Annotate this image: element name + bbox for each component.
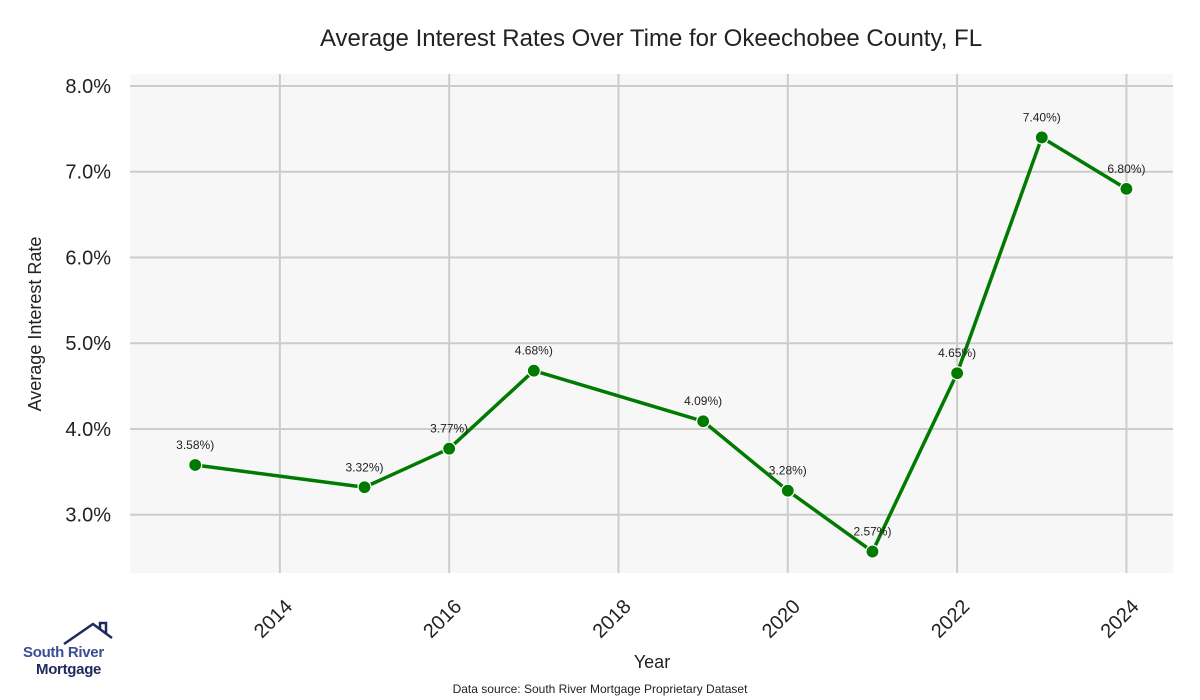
chart-title: Average Interest Rates Over Time for Oke…: [320, 25, 982, 52]
data-point: [780, 483, 795, 498]
data-point: [357, 480, 372, 495]
x-tick-label: 2024: [1097, 596, 1144, 643]
logo-text-line1: South River: [23, 644, 104, 661]
series-line: [194, 135, 1128, 554]
data-label: 2.57%): [853, 525, 891, 539]
data-point: [188, 457, 203, 473]
plot-area: [130, 74, 1173, 573]
x-tick-label: 2022: [927, 596, 974, 643]
data-point: [950, 366, 965, 381]
y-tick-label: 4.0%: [65, 419, 111, 441]
y-tick-label: 6.0%: [65, 247, 111, 269]
company-logo: South River Mortgage: [20, 620, 120, 682]
data-label: 3.77%): [430, 422, 468, 436]
data-label: 4.65%): [938, 346, 976, 360]
series-group: 3.58%) 3.32%) 3.77%) 4.68%) 4.09%) 3.28%) 2.57…: [176, 110, 1145, 559]
data-point: [1034, 130, 1049, 145]
y-tick-label: 5.0%: [65, 333, 111, 355]
data-label: 4.09%): [684, 394, 722, 408]
data-point: [526, 363, 541, 378]
x-tick-label: 2016: [419, 596, 466, 643]
y-axis-label: Average Interest Rate: [25, 237, 45, 412]
data-source-note: Data source: South River Mortgage Propri…: [453, 682, 748, 696]
data-label: 4.68%): [515, 344, 553, 358]
y-tick-label: 8.0%: [65, 76, 111, 98]
x-tick-label: 2020: [758, 596, 805, 643]
x-axis-label: Year: [634, 652, 670, 672]
data-point: [865, 544, 880, 559]
data-label: 3.32%): [345, 460, 383, 474]
data-label: 3.28%): [769, 464, 807, 478]
y-tick-label: 3.0%: [65, 505, 111, 527]
grid-lines: [130, 74, 1173, 573]
x-axis-ticks: 2014 2016 2018 2020 2022 2024: [250, 596, 1144, 643]
y-axis-ticks: 3.0% 4.0% 5.0% 6.0% 7.0% 8.0%: [65, 76, 111, 527]
data-label: 3.58%): [176, 438, 214, 452]
y-tick-label: 7.0%: [65, 162, 111, 184]
data-point: [1119, 181, 1134, 196]
logo-text-line2: Mortgage: [36, 661, 102, 678]
house-roof-icon: [63, 621, 113, 646]
x-tick-label: 2018: [589, 596, 636, 643]
data-label: 6.80%): [1107, 162, 1145, 176]
data-point: [442, 441, 457, 456]
data-point: [696, 414, 711, 429]
data-label: 7.40%): [1023, 110, 1061, 124]
x-tick-label: 2014: [250, 596, 297, 643]
